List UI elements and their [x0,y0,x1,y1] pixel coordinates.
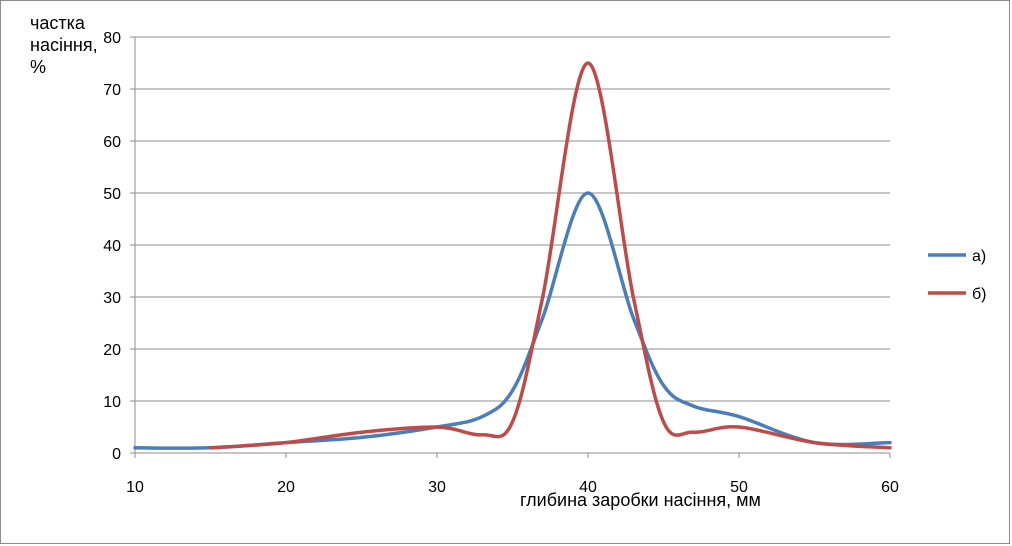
y-tick-label-30: 30 [103,290,121,307]
x-tick-label-50: 50 [730,479,748,496]
x-tick-label-10: 10 [126,479,144,496]
y-tick-label-80: 80 [103,30,121,47]
x-tick-labels: 10 20 30 40 50 60 [126,479,899,496]
y-axis-label-line-1: частка [30,13,85,33]
y-tick-label-40: 40 [103,238,121,255]
x-tick-label-30: 30 [428,479,446,496]
y-tick-label-50: 50 [103,186,121,203]
legend-label-1: а) [972,248,986,265]
y-tick-label-70: 70 [103,82,121,99]
gridlines [135,36,890,402]
series-line-2 [208,61,892,450]
x-tick-label-60: 60 [881,479,899,496]
y-tick-labels: 0 10 20 30 40 50 60 70 80 [103,30,121,463]
y-axis-label-line-3: % [30,57,47,77]
y-tick-label-60: 60 [103,134,121,151]
y-tick-label-0: 0 [112,446,121,463]
x-tick-label-40: 40 [579,479,597,496]
y-axis-label: частка насіння, % [30,12,98,78]
series-line-1 [133,191,892,450]
legend: а) б) [928,248,987,303]
series-lines [133,61,892,450]
x-axis-label: глибина заробки насіння, мм [520,490,761,510]
y-tick-label-10: 10 [103,394,121,411]
axes [130,36,891,458]
y-tick-label-20: 20 [103,342,121,359]
y-axis-label-line-2: насіння, [30,35,98,55]
x-tick-label-20: 20 [277,479,295,496]
legend-label-2: б) [972,286,987,303]
